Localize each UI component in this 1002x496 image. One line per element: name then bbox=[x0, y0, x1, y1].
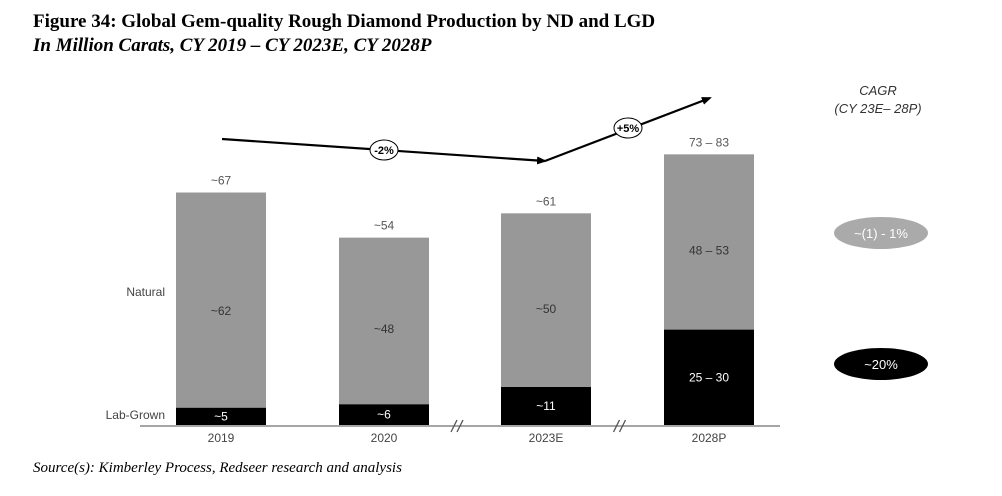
total-label-2023e: ~61 bbox=[536, 194, 557, 208]
cagr-badge-natural-label: ~(1) - 1% bbox=[854, 226, 908, 241]
bar-segment-natural-2023e bbox=[501, 213, 591, 387]
bar-segment-natural-2028p bbox=[664, 154, 754, 330]
cagr-badge-natural-ellipse bbox=[834, 217, 928, 249]
segment-label-lab-grown-2023e: ~11 bbox=[536, 399, 556, 413]
chart-subtitle: In Million Carats, CY 2019 – CY 2023E, C… bbox=[33, 35, 432, 56]
bar-segment-natural-2020 bbox=[339, 237, 429, 405]
cagr-badge-natural: ~(1) - 1% bbox=[834, 217, 928, 249]
bars-layer bbox=[176, 154, 754, 425]
x-tick-label-2019: 2019 bbox=[208, 431, 235, 445]
trend-badge-ellipse bbox=[613, 117, 643, 139]
axis-break-mark bbox=[456, 419, 464, 433]
cagr-badge-lab-grown-ellipse bbox=[834, 348, 928, 380]
bar-segment-lab-grown-2023e bbox=[501, 386, 591, 425]
chart-title: Figure 34: Global Gem-quality Rough Diam… bbox=[33, 11, 656, 32]
legend-label-lab-grown: Lab-Grown bbox=[106, 408, 165, 422]
trend-badge-ellipse bbox=[369, 139, 399, 161]
segment-label-lab-grown-2019: ~5 bbox=[214, 409, 228, 423]
bar-segment-lab-grown-2019 bbox=[176, 407, 266, 425]
trend-badge-label: -2% bbox=[374, 145, 394, 157]
cagr-badge-lab-grown: ~20% bbox=[834, 348, 928, 380]
cagr-title: CAGR bbox=[859, 83, 897, 98]
axis-breaks bbox=[450, 419, 627, 433]
bar-segment-natural-2019 bbox=[176, 192, 266, 408]
segment-label-natural-2023e: ~50 bbox=[536, 302, 557, 316]
trend-badge-label: +5% bbox=[617, 123, 640, 135]
total-label-2028p: 73 – 83 bbox=[689, 135, 729, 149]
trend-arrows: -2% +5% bbox=[221, 96, 712, 165]
segment-label-lab-grown-2028p: 25 – 30 bbox=[689, 370, 729, 384]
cagr-badge-lab-grown-label: ~20% bbox=[864, 357, 898, 372]
cagr-period: (CY 23E– 28P) bbox=[834, 101, 921, 116]
segment-label-natural-2019: ~62 bbox=[211, 304, 232, 318]
segment-label-natural-2028p: 48 – 53 bbox=[689, 244, 729, 258]
legend-label-natural: Natural bbox=[126, 285, 165, 299]
x-tick-labels: 2019 2020 2023E 2028P bbox=[208, 431, 727, 445]
x-tick-label-2023e: 2023E bbox=[529, 431, 564, 445]
total-label-2020: ~54 bbox=[374, 219, 395, 233]
axis-break-mark bbox=[612, 419, 621, 433]
segment-label-natural-2020: ~48 bbox=[374, 322, 395, 336]
segment-label-lab-grown-2020: ~6 bbox=[377, 408, 391, 422]
bar-segment-lab-grown-2028p bbox=[664, 329, 754, 425]
x-tick-label-2020: 2020 bbox=[371, 431, 398, 445]
total-label-2019: ~67 bbox=[211, 174, 232, 188]
x-tick-label-2028p: 2028P bbox=[692, 431, 727, 445]
axis-break-mark bbox=[618, 419, 627, 433]
source-note: Source(s): Kimberley Process, Redseer re… bbox=[33, 460, 402, 476]
bar-segment-lab-grown-2020 bbox=[339, 404, 429, 425]
axis-break-mark bbox=[450, 419, 458, 433]
labels-layer: ~5 ~62 ~67 ~6 ~48 ~54 ~11 ~50 ~61 25 – 30 48 – 53 7… bbox=[211, 135, 730, 423]
